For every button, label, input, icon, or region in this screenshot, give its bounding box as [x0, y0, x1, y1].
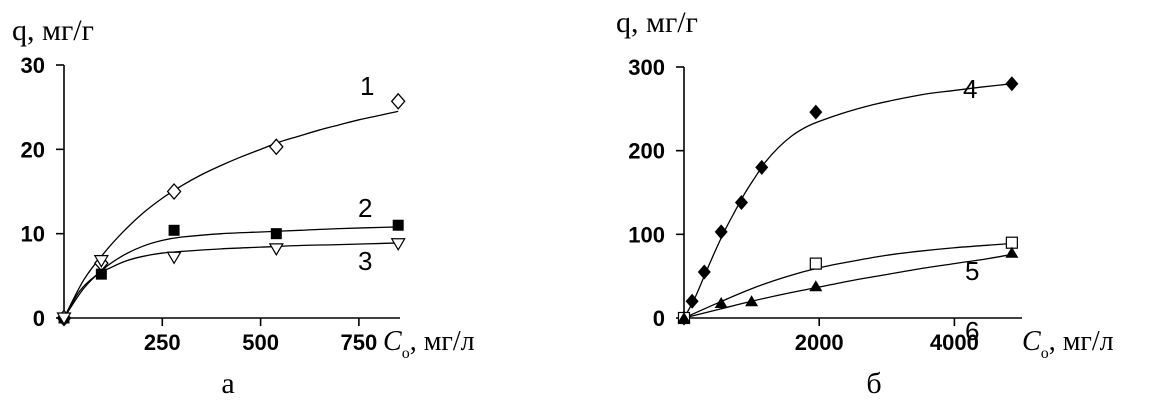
- fit-curve-6: [683, 253, 1012, 319]
- data-point-3: [166, 251, 182, 265]
- axis-ticks: 0 10 20 30 250 500 750: [21, 53, 378, 355]
- data-point-2: [392, 219, 404, 231]
- data-point-4: [809, 104, 823, 120]
- data-point-5: [809, 257, 822, 270]
- x-tick-label: 500: [242, 330, 279, 355]
- curve-label-5: 5: [965, 256, 979, 286]
- data-point-2: [95, 268, 107, 280]
- chart-panel-a: q, мг/г 0 10 20 30 250 500 750 1 2 3 Cо, мг/л а: [12, 14, 475, 400]
- data-point-5: [1005, 236, 1018, 249]
- x-axis-subscript: о: [402, 345, 410, 362]
- fit-curves: [63, 110, 399, 319]
- data-point-1: [268, 138, 284, 156]
- data-point-4: [697, 264, 711, 280]
- x-tick-label: 750: [341, 330, 378, 355]
- panel-label-a: а: [221, 367, 234, 400]
- data-point-3: [390, 238, 406, 251]
- x-axis-symbol: C: [1022, 326, 1041, 357]
- x-tick-label: 250: [144, 330, 181, 355]
- y-tick-label: 0: [653, 306, 665, 331]
- x-axis-symbol: C: [383, 326, 402, 357]
- x-axis-subscript: о: [1041, 345, 1049, 362]
- data-point-4: [685, 293, 699, 309]
- curve-label-4: 4: [963, 74, 977, 104]
- y-tick-label: 200: [628, 139, 665, 164]
- data-point-4: [755, 159, 769, 175]
- data-point-1: [166, 183, 182, 200]
- data-point-6: [1005, 246, 1019, 258]
- data-point-1: [390, 92, 406, 110]
- fit-curves: [683, 83, 1012, 319]
- curve-label-2: 2: [358, 193, 372, 223]
- curve-label-6: 6: [965, 316, 979, 346]
- data-point-6: [714, 296, 728, 308]
- data-point-4: [734, 195, 748, 211]
- x-tick-label: 4000: [930, 330, 979, 355]
- data-point-3: [93, 255, 109, 268]
- curve-label-1: 1: [360, 71, 374, 101]
- y-tick-label: 20: [21, 137, 45, 162]
- data-point-2: [270, 228, 282, 240]
- data-point-3: [268, 243, 284, 257]
- data-point-2: [168, 224, 180, 236]
- y-tick-label: 10: [21, 222, 45, 247]
- fit-curve-1: [63, 110, 399, 319]
- y-tick-label: 300: [628, 55, 665, 80]
- y-tick-label: 30: [21, 53, 45, 78]
- x-axis-label: Cо, мг/л: [1022, 326, 1114, 362]
- y-tick-label: 0: [33, 306, 45, 331]
- data-point-4: [1005, 76, 1019, 92]
- fit-curve-4: [683, 83, 1012, 319]
- data-point-6: [745, 295, 759, 307]
- fit-curve-5: [683, 242, 1012, 319]
- y-tick-label: 100: [628, 222, 665, 247]
- y-axis-label: q, мг/г: [12, 14, 94, 47]
- curve-labels: 1 2 3: [358, 71, 374, 276]
- data-markers: [677, 76, 1019, 326]
- fit-curve-3: [63, 242, 399, 319]
- curve-label-3: 3: [358, 246, 372, 276]
- data-point-6: [809, 280, 823, 292]
- data-markers: [56, 92, 406, 327]
- x-tick-label: 2000: [795, 330, 844, 355]
- x-axis-unit: , мг/л: [410, 326, 475, 357]
- axis-ticks: 0 100 200 300 2000 4000: [628, 55, 979, 355]
- x-axis-label: Cо, мг/л: [383, 326, 475, 362]
- x-axis-unit: , мг/л: [1049, 326, 1114, 357]
- panel-label-b: б: [866, 367, 881, 400]
- data-point-3: [56, 312, 72, 326]
- curve-labels: 4 5 6: [963, 74, 979, 346]
- data-point-4: [714, 224, 728, 240]
- data-point-6: [677, 312, 691, 323]
- y-axis-label: q, мг/г: [616, 6, 698, 39]
